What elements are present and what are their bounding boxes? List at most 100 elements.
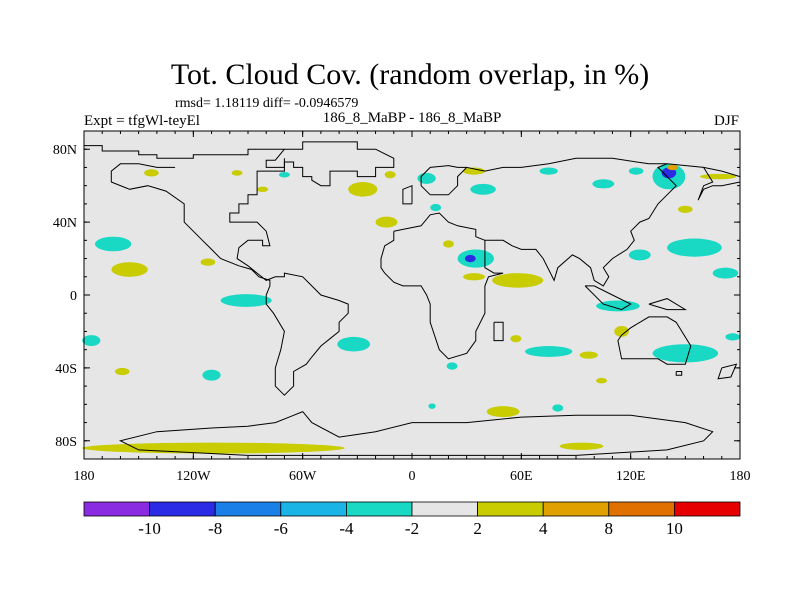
anomaly-patch-40 (614, 325, 629, 337)
coastline-10 (584, 285, 632, 311)
anomaly-patch-26 (463, 273, 485, 281)
colorbar-box-2 (214, 501, 282, 517)
coastline-5 (493, 321, 504, 342)
coastline-14 (717, 363, 738, 380)
anomaly-patch-24 (442, 240, 454, 248)
anomaly-patch-33 (202, 369, 221, 381)
anomaly-patch-27 (94, 236, 132, 252)
anomaly-patch-13 (628, 167, 644, 175)
anomaly-patch-30 (220, 294, 272, 307)
anomaly-patch-38 (579, 351, 598, 359)
colorbar-label-1: -8 (208, 519, 222, 538)
coastline-7 (420, 165, 467, 196)
colorbar-box-9 (674, 501, 741, 517)
y-tick-label-4: 80S (55, 435, 77, 450)
anomaly-patch-39 (596, 300, 640, 312)
anomaly-patch-19 (667, 238, 722, 257)
coastline-13 (675, 371, 683, 376)
anomaly-patch-7 (417, 172, 436, 184)
anomaly-patch-17 (699, 173, 737, 180)
chart-title: Tot. Cloud Cov. (random overlap, in %) (171, 58, 649, 91)
y-axis: 80N 40N 0 40S 80S (53, 130, 740, 460)
colorbar-box-7 (542, 501, 610, 517)
coastline-0 (84, 141, 376, 159)
anomaly-patch-29 (200, 258, 216, 266)
subtitle-center: 186_8_MaBP - 186_8_MaBP (323, 110, 502, 126)
x-tick-label-4: 60E (510, 469, 533, 484)
anomaly-patch-2 (257, 186, 269, 193)
colorbar-label-5: 2 (473, 519, 482, 538)
colorbar-box-0 (83, 501, 150, 517)
coastlines (84, 141, 741, 456)
stats-text: rmsd= 1.18119 diff= -0.0946579 (175, 96, 358, 111)
colorbar-box-4 (345, 501, 413, 517)
subtitle-left: Expt = tfgWl-teyEl (84, 113, 200, 129)
map-plot-area (82, 130, 741, 460)
x-tick-label-1: 120W (176, 469, 211, 484)
coastline-11 (648, 298, 688, 311)
anomaly-patch-46 (428, 403, 436, 409)
coastline-1 (110, 148, 395, 396)
y-tick-label-3: 40S (55, 362, 77, 377)
anomaly-patch-8 (430, 203, 442, 212)
x-tick-label-0: 180 (74, 469, 95, 484)
coastline-2 (265, 148, 285, 168)
anomaly-patch-16 (667, 164, 679, 171)
anomaly-patch-48 (559, 442, 604, 450)
anomaly-patch-31 (82, 335, 101, 347)
colorbar-label-0: -10 (138, 519, 161, 538)
anomaly-patch-28 (111, 262, 148, 277)
anomaly-patch-18 (678, 205, 693, 214)
anomaly-patch-22 (457, 249, 494, 268)
x-tick-label-6: 180 (730, 469, 751, 484)
colorbar-label-4: -2 (405, 519, 419, 538)
anomaly-patch-20 (628, 249, 651, 261)
anomaly-patches (82, 163, 740, 454)
coastline-9 (697, 167, 741, 201)
y-tick-label-1: 40N (53, 216, 77, 231)
coastline-12 (617, 316, 692, 365)
subtitle-right: DJF (714, 113, 739, 129)
anomaly-patch-12 (592, 179, 615, 189)
anomaly-patch-44 (486, 406, 520, 418)
anomaly-patch-43 (596, 377, 607, 384)
coastline-4 (380, 212, 504, 360)
anomaly-patch-11 (539, 167, 558, 175)
colorbar-label-2: -6 (274, 519, 288, 538)
coastline-15 (118, 411, 714, 456)
anomaly-patch-9 (463, 167, 485, 175)
anomaly-patch-10 (470, 183, 496, 195)
coastline-8 (484, 163, 677, 287)
x-tick-label-5: 120E (616, 469, 646, 484)
anomaly-patch-21 (712, 267, 739, 279)
colorbar-label-3: -4 (339, 519, 354, 538)
colorbar: -10 -8 -6 -4 -2 2 4 8 10 (83, 501, 741, 538)
colorbar-label-8: 10 (666, 519, 683, 538)
anomaly-patch-25 (492, 273, 544, 288)
colorbar-box-6 (477, 501, 544, 517)
anomaly-patch-1 (231, 170, 243, 176)
anomaly-patch-23 (464, 254, 476, 263)
anomaly-patch-42 (725, 333, 740, 341)
colorbar-label-6: 4 (539, 519, 548, 538)
anomaly-patch-5 (384, 171, 396, 179)
colorbar-box-5 (411, 501, 478, 517)
anomaly-patch-0 (144, 169, 159, 177)
anomaly-patch-6 (375, 216, 398, 228)
colorbar-label-7: 8 (605, 519, 614, 538)
coastline-6 (430, 157, 741, 196)
anomaly-patch-34 (337, 336, 371, 352)
colorbar-box-8 (608, 501, 675, 517)
colorbar-box-3 (280, 501, 347, 517)
y-tick-label-2: 0 (70, 289, 77, 304)
anomaly-patch-4 (348, 182, 378, 197)
anomaly-patch-47 (82, 442, 345, 454)
anomaly-patch-32 (114, 367, 130, 376)
anomaly-patch-15 (661, 167, 677, 179)
map-background (84, 131, 740, 459)
anomaly-patch-35 (446, 362, 458, 370)
anomaly-patch-41 (652, 344, 719, 363)
anomaly-patch-3 (278, 172, 290, 178)
colorbar-box-1 (149, 501, 216, 517)
